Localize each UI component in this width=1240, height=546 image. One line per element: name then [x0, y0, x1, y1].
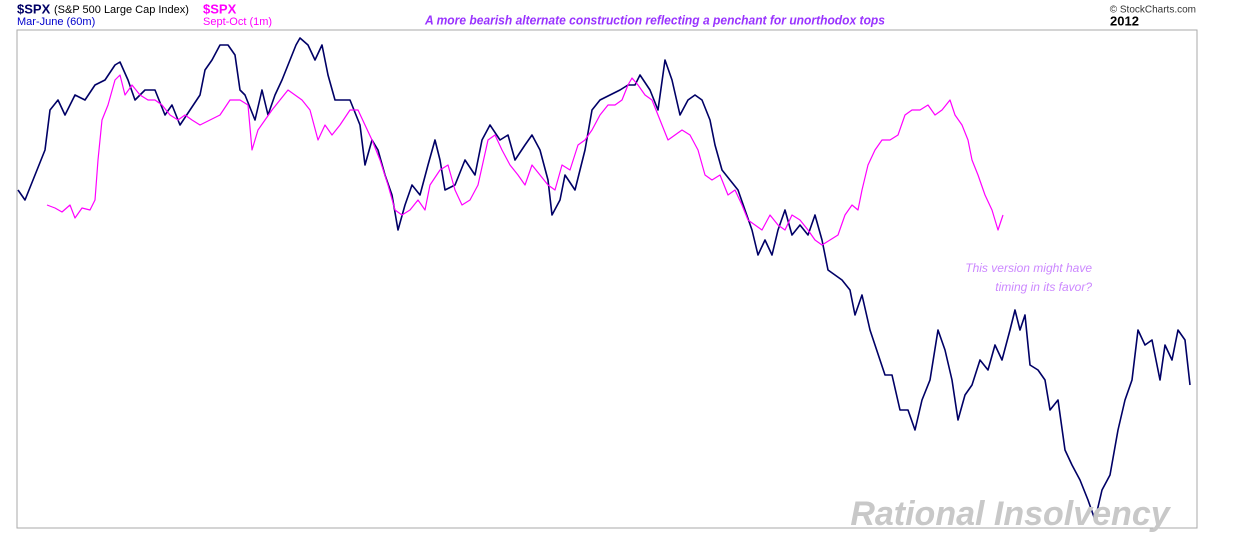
plot-frame	[16, 29, 1198, 529]
series-name: $SPX	[17, 1, 51, 16]
series-description: (S&P 500 Large Cap Index)	[54, 4, 189, 16]
watermark: Rational Insolvency	[850, 495, 1171, 533]
year: 2012	[1110, 13, 1139, 28]
source: © StockCharts.com	[1110, 5, 1196, 16]
series-line	[17, 37, 1191, 521]
annotation: This version might have	[965, 261, 1092, 275]
series-period: Mar-June (60m)	[17, 16, 95, 28]
chart-title: A more bearish alternate construction re…	[424, 12, 885, 27]
annotation: timing in its favor?	[995, 280, 1092, 294]
series-name: $SPX	[203, 1, 237, 16]
series-period: Sept-Oct (1m)	[203, 16, 272, 28]
series-line	[46, 74, 1004, 246]
